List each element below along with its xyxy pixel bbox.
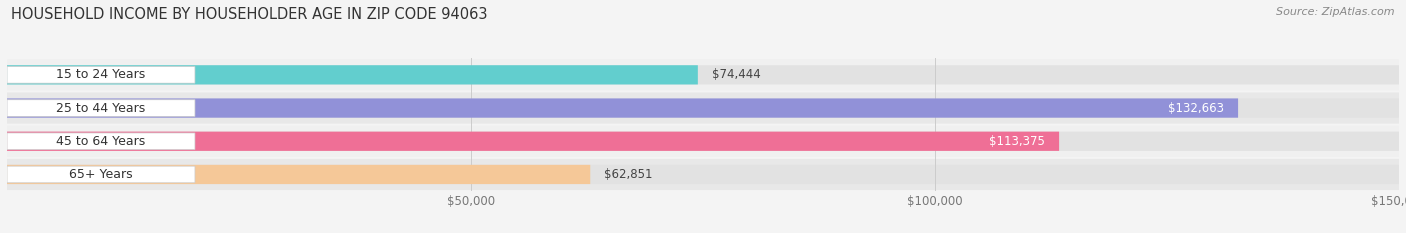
FancyBboxPatch shape	[7, 126, 1399, 157]
FancyBboxPatch shape	[7, 67, 195, 83]
FancyBboxPatch shape	[7, 59, 1399, 90]
Text: Source: ZipAtlas.com: Source: ZipAtlas.com	[1277, 7, 1395, 17]
FancyBboxPatch shape	[7, 165, 591, 184]
FancyBboxPatch shape	[7, 93, 1399, 124]
FancyBboxPatch shape	[7, 65, 697, 85]
Text: $113,375: $113,375	[990, 135, 1045, 148]
FancyBboxPatch shape	[7, 133, 195, 150]
FancyBboxPatch shape	[7, 65, 1399, 85]
Text: 65+ Years: 65+ Years	[69, 168, 132, 181]
FancyBboxPatch shape	[7, 132, 1399, 151]
FancyBboxPatch shape	[7, 98, 1239, 118]
FancyBboxPatch shape	[7, 100, 195, 116]
FancyBboxPatch shape	[7, 159, 1399, 190]
FancyBboxPatch shape	[7, 165, 1399, 184]
Text: $132,663: $132,663	[1168, 102, 1225, 115]
Text: 45 to 64 Years: 45 to 64 Years	[56, 135, 146, 148]
FancyBboxPatch shape	[7, 166, 195, 183]
Text: HOUSEHOLD INCOME BY HOUSEHOLDER AGE IN ZIP CODE 94063: HOUSEHOLD INCOME BY HOUSEHOLDER AGE IN Z…	[11, 7, 488, 22]
FancyBboxPatch shape	[7, 132, 1059, 151]
Text: $74,444: $74,444	[711, 68, 761, 81]
Text: 15 to 24 Years: 15 to 24 Years	[56, 68, 146, 81]
FancyBboxPatch shape	[7, 98, 1399, 118]
Text: 25 to 44 Years: 25 to 44 Years	[56, 102, 146, 115]
Text: $62,851: $62,851	[605, 168, 652, 181]
